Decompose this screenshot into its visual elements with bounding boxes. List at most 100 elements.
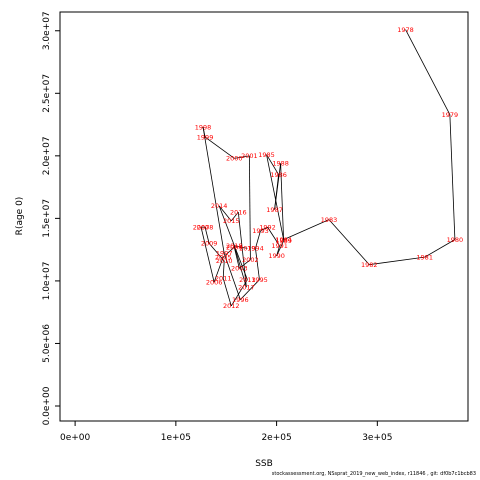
- year-label: 2004: [226, 243, 243, 251]
- x-tick-label: 2e+05: [261, 433, 291, 443]
- series-segment: [239, 259, 251, 269]
- y-tick-label: 3.0e+07: [42, 11, 52, 50]
- series-segment: [276, 245, 280, 257]
- series-segment: [266, 154, 279, 175]
- series-segment: [240, 279, 260, 300]
- x-axis: 0e+00 1e+05 2e+05 3e+05: [60, 421, 392, 443]
- recruitment-series: [200, 29, 456, 307]
- year-label: 1980: [447, 236, 464, 244]
- year-label: 2016: [230, 208, 247, 216]
- year-label: 1988: [272, 160, 289, 168]
- series-segment: [230, 279, 248, 307]
- series-segment: [328, 219, 370, 265]
- series-segment: [276, 240, 285, 257]
- year-label: 1996: [232, 296, 249, 304]
- year-label: 1993: [252, 227, 269, 235]
- series-segment: [234, 245, 248, 249]
- series-segment: [213, 257, 224, 283]
- series-segment: [266, 154, 285, 240]
- series-segment: [280, 163, 285, 241]
- series-segment: [200, 227, 215, 283]
- year-label: 1995: [251, 276, 268, 284]
- year-label: 2002: [242, 256, 259, 264]
- series-segment: [449, 114, 456, 240]
- series-segment: [274, 163, 282, 210]
- series-segment: [267, 226, 280, 247]
- y-tick-label: 1.0e+07: [42, 261, 52, 300]
- series-segment: [255, 230, 261, 249]
- y-tick-label: 2.5e+07: [42, 74, 52, 113]
- x-tick-label: 0e+00: [60, 433, 91, 443]
- year-label: 1989: [275, 237, 292, 245]
- series-segment: [222, 278, 232, 307]
- series-segment: [230, 211, 239, 222]
- year-labels: 1978 1979 1980 1981 1982 1983 1984 1985 1986 1987…: [193, 26, 463, 310]
- series-segment: [218, 205, 232, 222]
- year-label: 1984: [275, 236, 292, 244]
- series-segment: [237, 212, 247, 288]
- y-tick-label: 1.5e+07: [42, 199, 52, 238]
- year-label: 2014: [211, 202, 228, 210]
- year-label: 2009: [201, 240, 218, 248]
- year-label: 1985: [258, 151, 275, 159]
- y-axis-title: R(age 0): [15, 197, 25, 236]
- year-label: 2012: [223, 302, 240, 310]
- plot-frame: [59, 11, 469, 422]
- year-label: 1992: [259, 223, 276, 231]
- year-label: 1999: [197, 133, 214, 141]
- year-label: 2007: [193, 223, 210, 231]
- x-axis-title: SSB: [255, 459, 273, 469]
- series-segment: [233, 247, 240, 269]
- series-segment: [369, 256, 425, 266]
- year-label: 2000: [226, 155, 243, 163]
- series-segment: [204, 136, 235, 159]
- year-label: 2006: [206, 278, 223, 286]
- year-label: 2018: [226, 242, 243, 250]
- year-label: 2011: [215, 275, 232, 283]
- series-segment: [424, 239, 456, 258]
- series-segment: [405, 29, 451, 115]
- series-segment: [233, 245, 247, 288]
- series-segment: [234, 155, 250, 159]
- year-label: 1986: [270, 171, 287, 179]
- year-label: 2008: [197, 223, 214, 231]
- year-label: 1998: [195, 123, 212, 131]
- series-segment: [223, 253, 241, 300]
- year-label: 1987: [266, 206, 283, 214]
- year-label: 2001: [241, 152, 258, 160]
- series-segment: [208, 243, 225, 262]
- series-segment: [222, 246, 235, 258]
- series-segment: [222, 260, 225, 279]
- series-segment: [218, 205, 248, 280]
- series-segment: [202, 127, 225, 254]
- series-segment: [202, 126, 206, 138]
- year-label: 1994: [247, 245, 264, 253]
- year-label: 1983: [321, 216, 338, 224]
- year-label: 1982: [361, 261, 378, 269]
- year-label: 1981: [416, 253, 433, 261]
- x-tick-label: 1e+05: [161, 433, 191, 443]
- year-label: 1991: [271, 242, 288, 250]
- year-label: 2019: [239, 245, 256, 253]
- series-segment: [283, 219, 330, 241]
- year-label: 2015: [223, 217, 240, 225]
- year-label: 1979: [442, 111, 459, 119]
- y-tick-label: 2.0e+07: [42, 136, 52, 175]
- year-label: 2005: [215, 253, 232, 261]
- year-label: 1978: [397, 26, 414, 34]
- year-label: 1990: [268, 252, 285, 260]
- y-axis: 0.0e+00 5.0e+06 1.0e+07 1.5e+07 2.0e+07 2.5e+…: [42, 11, 60, 425]
- year-label: 2010: [216, 257, 233, 265]
- y-tick-label: 5.0e+06: [42, 324, 52, 363]
- series-segment: [260, 226, 268, 232]
- year-label: 2017: [238, 283, 255, 291]
- year-label: 2013: [239, 276, 256, 284]
- x-tick-label: 3e+05: [362, 433, 392, 443]
- series-segment: [248, 155, 251, 260]
- series-segment: [204, 227, 210, 244]
- credit-footer: stockassessment.org, NSsprat_2019_new_we…: [271, 471, 476, 477]
- year-label: 1997: [216, 250, 233, 258]
- series-segment: [255, 248, 260, 280]
- year-label: 2003: [231, 265, 248, 273]
